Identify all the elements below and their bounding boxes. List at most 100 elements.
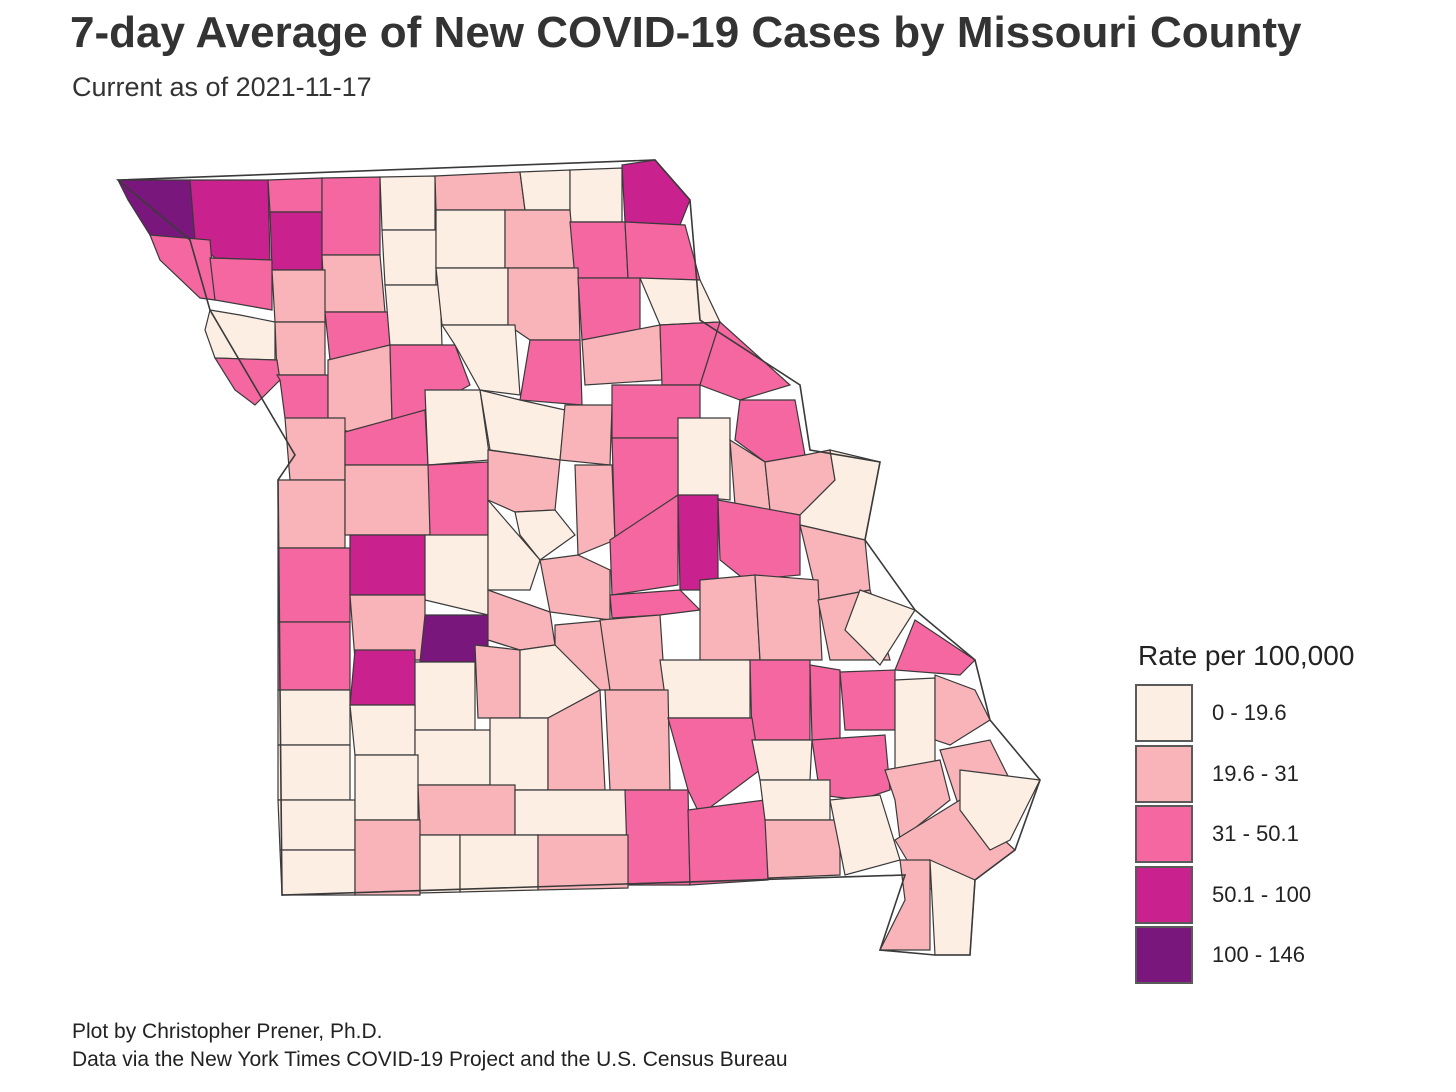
- legend-label: 100 - 146: [1212, 942, 1305, 967]
- county-polygon: [435, 209, 506, 269]
- county-polygon: [321, 254, 386, 313]
- county-polygon: [504, 209, 576, 269]
- county-polygon: [489, 717, 549, 791]
- county-polygon: [507, 267, 581, 341]
- legend-item: 50.1 - 100: [1135, 865, 1455, 926]
- county-polygon: [764, 819, 841, 879]
- legend-swatch: [1135, 865, 1193, 924]
- caption-author: Plot by Christopher Prener, Ph.D.: [72, 1020, 383, 1043]
- county-polygon: [624, 789, 691, 886]
- county-polygon: [487, 449, 561, 513]
- county-polygon: [809, 664, 841, 741]
- legend-swatch: [1135, 926, 1193, 984]
- legend-item: 19.6 - 31: [1135, 744, 1455, 805]
- county-polygon: [354, 754, 419, 821]
- county-polygon: [435, 267, 509, 326]
- county-polygon: [349, 704, 416, 756]
- county-polygon: [894, 677, 936, 771]
- county-polygon: [699, 574, 761, 661]
- county-polygon: [687, 799, 769, 886]
- county-polygon: [759, 779, 831, 821]
- county-polygon: [424, 534, 489, 616]
- legend-title: Rate per 100,000: [1138, 640, 1355, 671]
- county-polygon: [274, 321, 326, 376]
- county-polygon: [844, 589, 916, 666]
- county-polygon: [417, 784, 516, 836]
- state-outline: [115, 159, 1041, 956]
- county-polygon: [667, 717, 761, 816]
- legend-item: 0 - 19.6: [1135, 684, 1455, 744]
- county-polygon: [384, 284, 443, 346]
- county-polygon: [539, 554, 611, 621]
- county-polygon: [414, 729, 491, 786]
- legend-swatch: [1135, 684, 1193, 742]
- county-polygon: [424, 389, 491, 466]
- legend-item: 31 - 50.1: [1135, 805, 1455, 865]
- county-polygon: [419, 834, 461, 894]
- county-polygon: [569, 221, 629, 279]
- legend-label: 0 - 19.6: [1212, 700, 1287, 725]
- county-polygon: [839, 669, 896, 731]
- county-polygon: [344, 464, 431, 536]
- county-polygon: [609, 589, 702, 619]
- county-polygon: [559, 404, 613, 466]
- county-polygon: [749, 659, 811, 741]
- county-polygon: [269, 211, 323, 271]
- county-polygon: [574, 464, 616, 556]
- legend-swatch: [1135, 805, 1193, 863]
- county-polygon: [519, 169, 571, 211]
- county-polygon: [624, 221, 701, 281]
- county-polygon: [277, 799, 356, 851]
- county-polygon: [271, 269, 326, 323]
- county-polygon: [349, 649, 416, 706]
- county-polygon: [321, 176, 381, 256]
- map-title: 7-day Average of New COVID-19 Cases by M…: [70, 8, 1302, 57]
- county-polygon: [659, 659, 751, 719]
- map-subtitle: Current as of 2021-11-17: [72, 72, 372, 102]
- county-polygon: [879, 859, 931, 951]
- county-polygon: [381, 229, 437, 286]
- legend-label: 31 - 50.1: [1212, 821, 1299, 846]
- county-polygon: [519, 339, 583, 406]
- county-polygon: [440, 324, 521, 396]
- county-polygon: [514, 789, 629, 836]
- county-polygon: [275, 374, 329, 421]
- legend-label: 19.6 - 31: [1212, 760, 1299, 786]
- county-polygon: [414, 661, 476, 731]
- county-polygon: [354, 819, 421, 896]
- legend-swatch: [1135, 744, 1193, 803]
- county-polygon: [267, 177, 323, 213]
- county-polygon: [459, 834, 539, 893]
- county-polygon: [474, 644, 521, 719]
- county-polygon: [894, 619, 976, 676]
- county-polygon: [204, 309, 276, 361]
- county-polygon: [599, 614, 666, 691]
- legend-item: 100 - 146: [1135, 926, 1455, 986]
- county-polygon: [604, 689, 671, 791]
- county-polygon: [277, 744, 351, 801]
- county-polygon: [277, 547, 351, 623]
- county-polygon: [379, 175, 436, 231]
- county-polygon: [677, 417, 731, 501]
- county-polygon: [754, 574, 823, 661]
- county-polygon: [209, 257, 273, 311]
- county-polygon: [514, 509, 576, 561]
- county-polygon: [284, 417, 346, 481]
- county-polygon: [149, 234, 216, 301]
- county-polygon: [434, 171, 526, 211]
- legend-label: 50.1 - 100: [1212, 881, 1312, 907]
- county-polygon: [279, 849, 356, 896]
- caption-source: Data via the New York Times COVID-19 Pro…: [72, 1048, 788, 1071]
- county-polygon: [277, 479, 346, 549]
- county-polygon: [213, 357, 281, 406]
- county-polygon: [934, 674, 991, 746]
- county-polygon: [427, 461, 489, 541]
- county-polygon: [537, 834, 629, 891]
- county-polygons: [117, 159, 1041, 956]
- county-polygon: [569, 167, 623, 223]
- county-polygon: [639, 277, 721, 326]
- county-polygon: [884, 759, 951, 842]
- county-polygon: [751, 739, 813, 781]
- county-polygon: [277, 621, 351, 691]
